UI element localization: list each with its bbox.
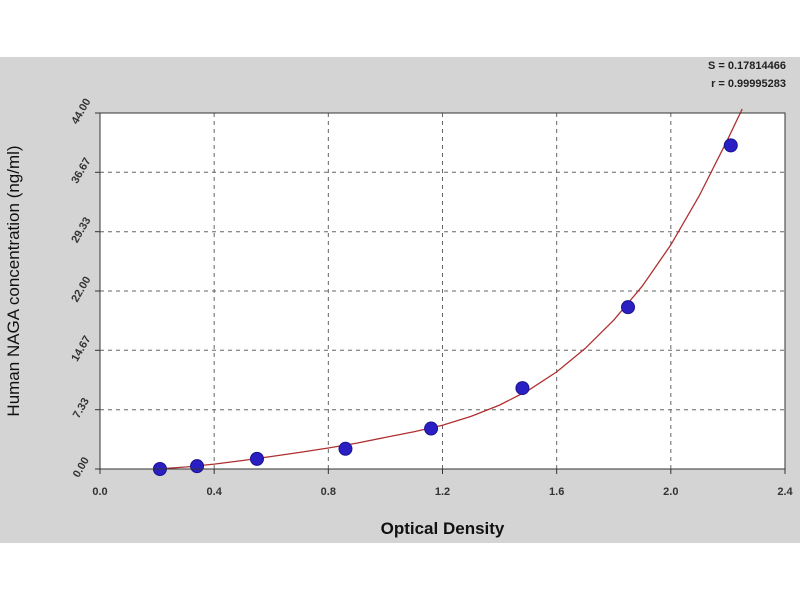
x-axis-label: Optical Density (380, 519, 505, 538)
y-tick-label: 22.00 (69, 275, 93, 305)
r-value-label: r = 0.99995283 (711, 78, 786, 90)
data-point (424, 421, 439, 436)
data-point (621, 300, 636, 315)
y-tick-label: 44.00 (69, 97, 93, 127)
data-point (338, 441, 353, 456)
x-tick-label: 0.4 (207, 486, 223, 498)
y-tick-label: 0.00 (71, 455, 92, 480)
x-tick-label: 0.8 (321, 486, 336, 498)
fit-curve-line (133, 108, 743, 469)
x-tick-label: 2.0 (663, 486, 678, 498)
grid-lines (100, 113, 785, 469)
x-tick-label: 1.6 (549, 486, 564, 498)
y-axis-ticks: 0.00 7.33 14.67 22.00 29.33 36.67 44.00 (69, 97, 100, 480)
fit-statistics: S = 0.17814466 r = 0.99995283 (708, 57, 786, 93)
x-tick-label: 0.0 (92, 486, 107, 498)
fit-curve-layer (133, 108, 743, 469)
data-point (515, 381, 530, 396)
y-tick-label: 14.67 (69, 334, 93, 364)
y-tick-label: 7.33 (71, 396, 92, 421)
data-point (723, 138, 738, 153)
data-point (190, 459, 205, 474)
x-tick-label: 2.4 (777, 486, 793, 498)
plot-border (99, 112, 786, 470)
data-point (249, 451, 264, 466)
y-tick-label: 29.33 (69, 215, 93, 245)
y-tick-label: 36.67 (69, 156, 93, 186)
x-tick-label: 1.2 (435, 486, 450, 498)
x-axis-ticks: 0.0 0.4 0.8 1.2 1.6 2.0 2.4 (92, 469, 794, 498)
y-axis-label: Human NAGA concentration (ng/ml) (4, 145, 23, 417)
s-value-label: S = 0.17814466 (708, 60, 786, 72)
